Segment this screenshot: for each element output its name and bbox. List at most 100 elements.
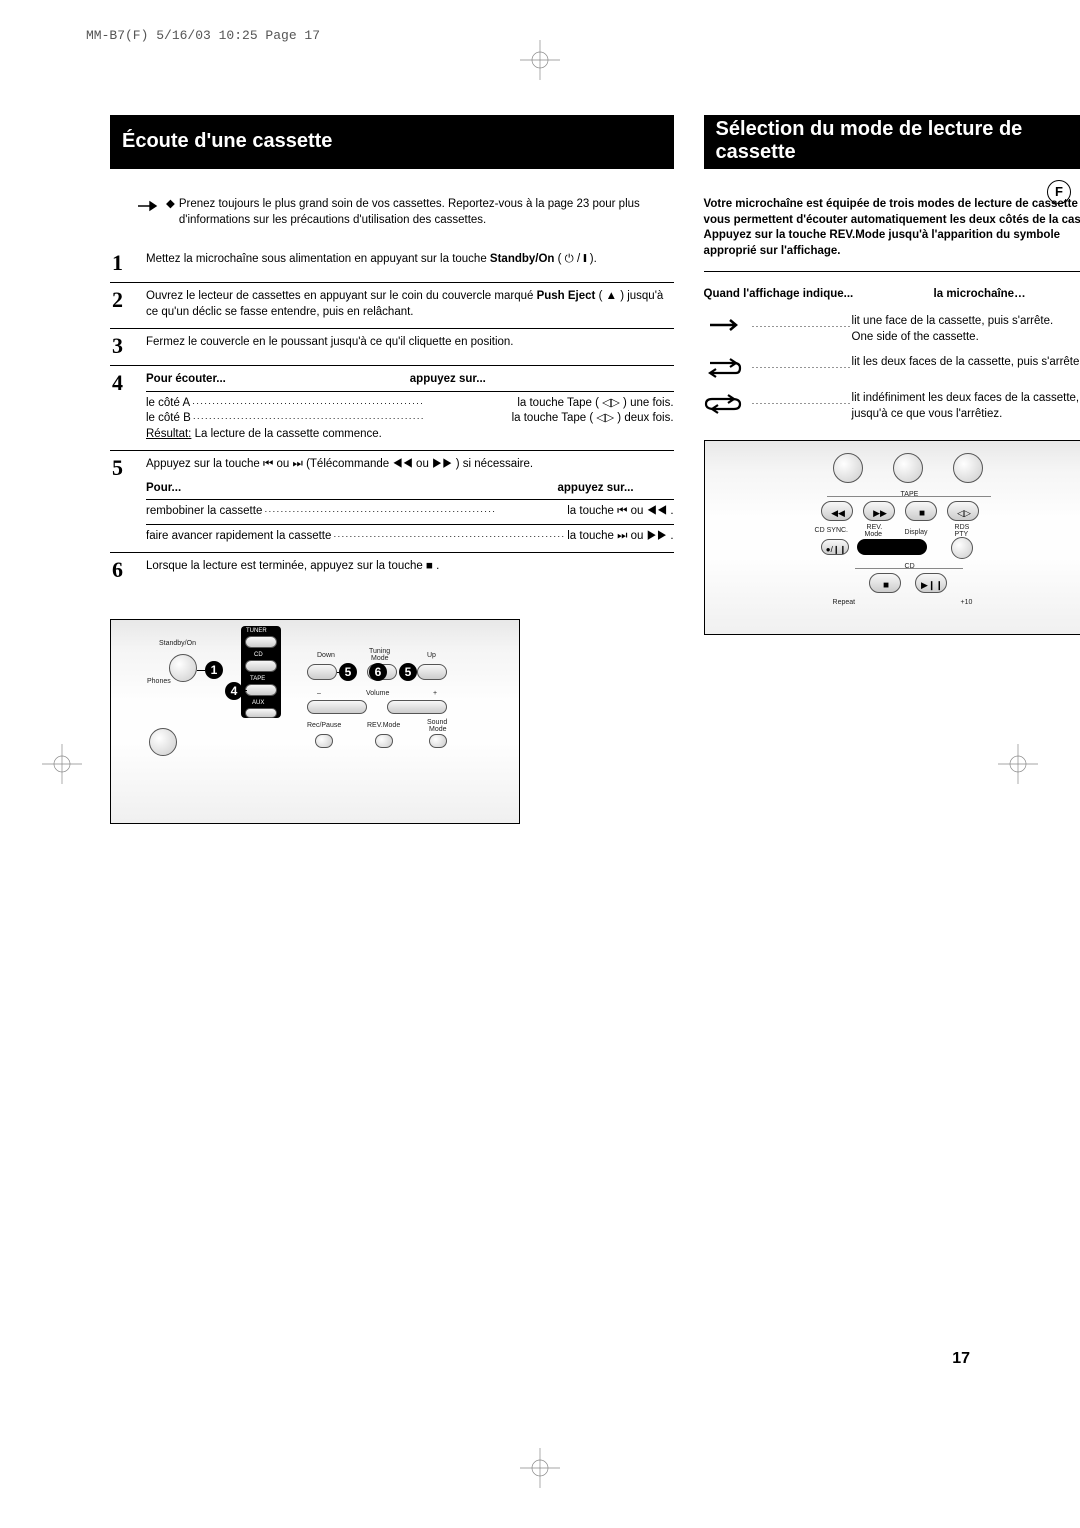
remote-rds (951, 537, 973, 559)
callout-5: 5 (399, 663, 417, 681)
step-text: Appuyez sur la touche ⏮ ou ⏭ (Télécomman… (146, 457, 674, 473)
label-cdsync: CD SYNC. (815, 527, 848, 534)
note-text: Prenez toujours le plus grand soin de vo… (179, 197, 674, 228)
svg-text:▶❙❙: ▶❙❙ (921, 580, 943, 591)
step-bold: Standby/On (490, 253, 555, 265)
standby-button (169, 654, 197, 682)
remote-btn (953, 453, 983, 483)
step-text: Ouvrez le lecteur de cassettes en appuya… (146, 290, 537, 302)
row-tail: la touche Tape ( ◁▷ ) deux fois. (512, 411, 674, 427)
crop-mark-left (42, 744, 82, 784)
svg-text:●/❙❙: ●/❙❙ (825, 545, 845, 554)
label-rec: Rec/Pause (307, 722, 341, 729)
step-num: 1 (110, 252, 146, 274)
page-header: MM-B7(F) 5/16/03 10:25 Page 17 (86, 28, 320, 43)
revmode-button (375, 734, 393, 748)
right-column: Sélection du mode de lecture de cassette… (704, 115, 1080, 824)
mode-text: lit les deux faces de la cassette, puis … (852, 355, 1080, 371)
left-title: Écoute d'une cassette (110, 115, 674, 169)
vol-down-button (307, 700, 367, 714)
label-up: Up (427, 652, 436, 659)
row-lead: le côté B (146, 411, 191, 427)
label-sound: Sound (427, 719, 447, 726)
step-5: 5 Appuyez sur la touche ⏮ ou ⏭ (Télécomm… (110, 451, 674, 553)
label-mode2: Mode (865, 531, 883, 538)
rec-button (315, 734, 333, 748)
label-standby: Standby/On (159, 640, 196, 647)
row-lead: faire avancer rapidement la cassette (146, 529, 331, 545)
step-num: 3 (110, 335, 146, 357)
caution-note: ◆Prenez toujours le plus grand soin de v… (136, 197, 674, 228)
oneside-icon (704, 314, 752, 336)
label-tape: TAPE (250, 676, 265, 682)
row-lead: le côté A (146, 396, 190, 412)
label-rev: REV.Mode (367, 722, 400, 729)
sub-header: Pour... (146, 481, 390, 497)
label-down: Down (317, 652, 335, 659)
mode-text: lit une face de la cassette, puis s'arrê… (852, 315, 1054, 327)
mode-row-3: lit indéfiniment les deux faces de la ca… (704, 391, 1080, 422)
label-aux: AUX (252, 700, 264, 706)
vol-up-button (387, 700, 447, 714)
step-bold: Push Eject (537, 290, 596, 302)
step-text: ( ⏻ / ❙ ). (554, 253, 596, 265)
soundmode-button (429, 734, 447, 748)
step-num: 6 (110, 559, 146, 581)
label-tuning: Tuning (369, 648, 390, 655)
prev-button (307, 664, 337, 680)
mode-text: lit indéfiniment les deux faces de la ca… (852, 391, 1080, 422)
sub-header: appuyez sur... (390, 481, 674, 497)
remote-figure: TAPE ◀◀ ▶▶ ■ ◁▷ CD SYNC. REV. Mode Displ… (704, 440, 1080, 635)
step-num: 5 (110, 457, 146, 544)
label-rev: REV. (867, 524, 883, 531)
step-text: Lorsque la lecture est terminée, appuyez… (146, 559, 674, 581)
step-6: 6 Lorsque la lecture est terminée, appuy… (110, 553, 674, 589)
remote-revmode (857, 539, 927, 555)
sub-header: appuyez sur... (410, 372, 674, 388)
label-plus10: +10 (961, 599, 973, 606)
table-header: la microchaîne… (934, 288, 1080, 300)
remote-cd-stop: ■ (869, 573, 901, 593)
front-panel-figure: Standby/On Phones TUNER CD TAPE AUX Down… (110, 619, 520, 824)
remote-ff: ▶▶ (863, 501, 895, 521)
crop-mark-top (520, 40, 560, 80)
bothsides-icon (704, 355, 752, 381)
continuous-icon (704, 391, 752, 417)
svg-text:◀◀: ◀◀ (831, 508, 845, 518)
callout-1: 1 (205, 661, 223, 679)
right-title: Sélection du mode de lecture de cassette (704, 115, 1080, 169)
crop-mark-bottom (520, 1448, 560, 1488)
remote-stop: ■ (905, 501, 937, 521)
row-tail: la touche Tape ( ◁▷ ) une fois. (517, 396, 673, 412)
step-text: Mettez la microchaîne sous alimentation … (146, 253, 490, 265)
row-lead: rembobiner la cassette (146, 504, 262, 520)
intro-text: Votre microchaîne est équipée de trois m… (704, 197, 1080, 272)
left-column: Écoute d'une cassette ◆Prenez toujours l… (110, 115, 674, 824)
step-1: 1 Mettez la microchaîne sous alimentatio… (110, 246, 674, 283)
remote-cdsync: ●/❙❙ (821, 539, 849, 555)
label-phones: Phones (147, 678, 171, 685)
step-4: 4 Pour écouter... appuyez sur... le côté… (110, 366, 674, 451)
callout-5: 5 (339, 663, 357, 681)
remote-btn (833, 453, 863, 483)
label-display: Display (905, 529, 928, 536)
label-sound2: Mode (429, 726, 447, 733)
next-button (417, 664, 447, 680)
tape-button (245, 684, 277, 696)
table-header: Quand l'affichage indique... (704, 288, 934, 300)
svg-text:■: ■ (919, 508, 925, 519)
label-mode: Mode (371, 655, 389, 662)
step-num: 4 (110, 372, 146, 442)
svg-text:▶▶: ▶▶ (873, 508, 887, 518)
mode-row-1: lit une face de la cassette, puis s'arrê… (704, 314, 1080, 345)
label-minus: – (317, 690, 321, 697)
mode-subtext: One side of the cassette. (852, 331, 979, 343)
label-tuner: TUNER (246, 628, 267, 634)
row-tail: la touche ⏮ ou ◀◀ . (567, 504, 673, 520)
step-3: 3 Fermez le couvercle en le poussant jus… (110, 329, 674, 366)
step-2: 2 Ouvrez le lecteur de cassettes en appu… (110, 283, 674, 329)
svg-text:◁▷: ◁▷ (957, 508, 971, 518)
step-text: Fermez le couvercle en le poussant jusqu… (146, 335, 674, 357)
step-num: 2 (110, 289, 146, 320)
mode-row-2: lit les deux faces de la cassette, puis … (704, 355, 1080, 381)
